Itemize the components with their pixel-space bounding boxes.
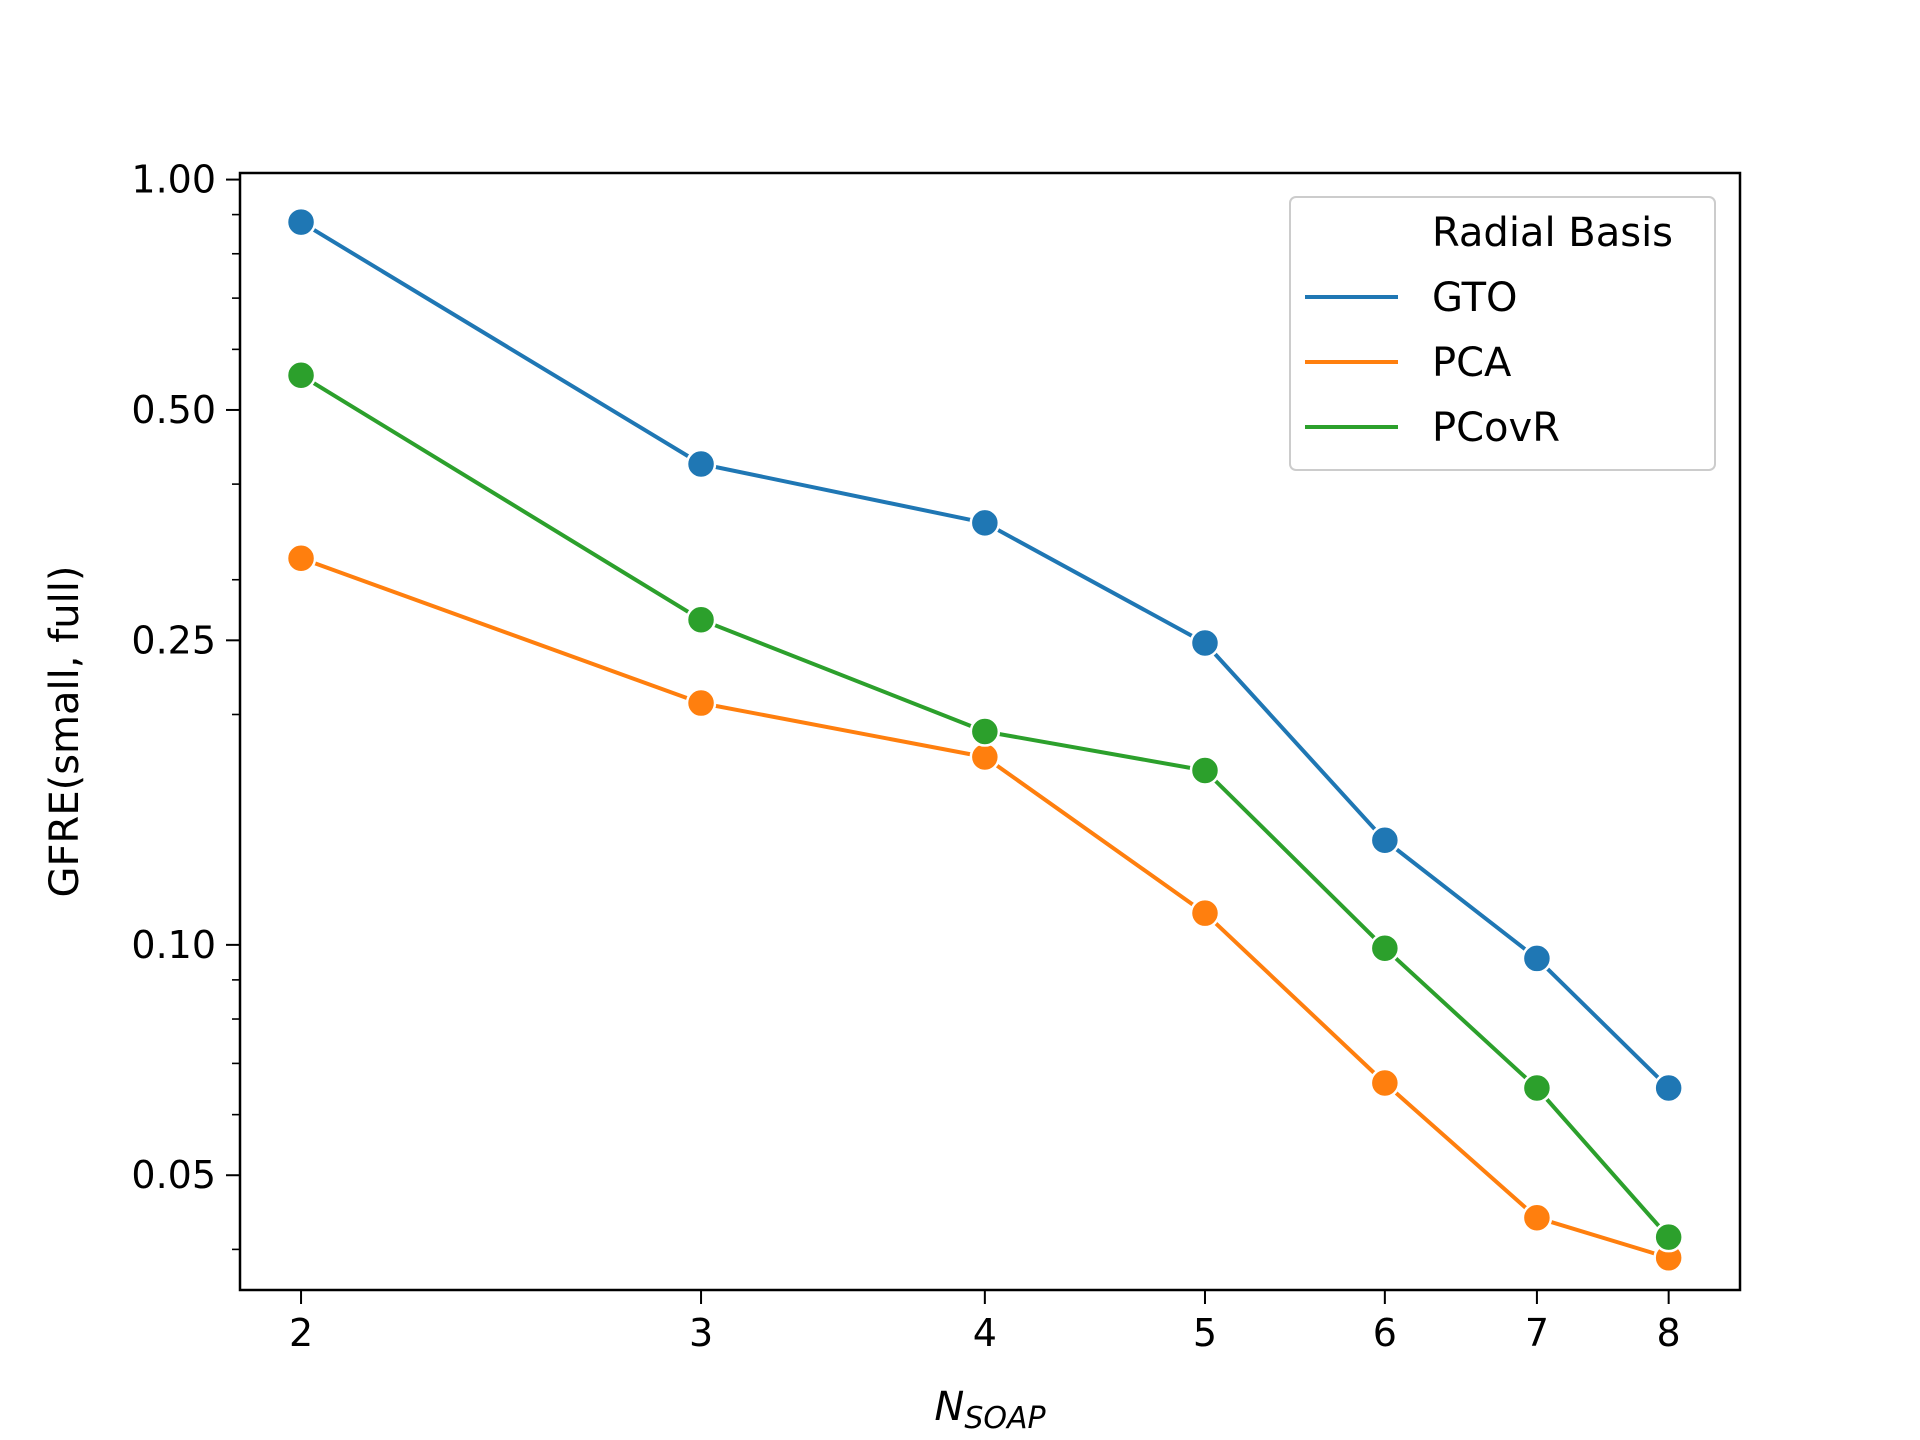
data-point-pcovr <box>285 360 317 391</box>
legend-label-gto: GTO <box>1432 275 1518 321</box>
legend: Radial Basis GTO PCA PCovR <box>1289 196 1716 471</box>
y-tick-label: 0.10 <box>131 923 216 967</box>
y-tick-label: 0.25 <box>131 618 216 662</box>
data-point-gto <box>1653 1072 1684 1104</box>
data-point-gto <box>1369 824 1401 856</box>
data-point-pcovr <box>685 604 717 635</box>
legend-label-pca: PCA <box>1432 340 1512 386</box>
x-tick-label: 5 <box>1193 1311 1217 1355</box>
x-axis-label: NSOAP <box>934 1384 1046 1436</box>
legend-items: GTO PCA PCovR <box>1305 275 1560 451</box>
axes: 2 3 4 5 6 7 8 1.00 0.50 0.25 0.10 0.05 <box>131 158 1742 1355</box>
data-point-pcovr <box>969 716 1001 747</box>
data-point-pca <box>1369 1067 1401 1099</box>
x-tick-label: 7 <box>1525 1311 1549 1355</box>
legend-title: Radial Basis <box>1432 210 1673 256</box>
data-point-gto <box>685 448 717 480</box>
legend-label-pcovr: PCovR <box>1432 405 1560 451</box>
x-tick-label: 6 <box>1373 1311 1397 1355</box>
data-point-pca <box>1521 1202 1553 1233</box>
data-point-pcovr <box>1369 932 1401 964</box>
legend-box <box>1289 196 1716 471</box>
x-tick-label: 8 <box>1657 1311 1681 1355</box>
data-point-pcovr <box>1653 1221 1684 1253</box>
y-tick-label: 0.05 <box>131 1153 216 1197</box>
y-tick-label: 0.50 <box>131 388 216 432</box>
y-tick-label: 1.00 <box>131 158 216 202</box>
data-point-gto <box>285 206 317 238</box>
data-point-gto <box>1189 627 1221 659</box>
series-line-pca <box>300 556 1670 1260</box>
axes-frame <box>238 171 1742 1292</box>
y-axis-label: GFRE(small, full) <box>42 566 88 898</box>
plot-area <box>285 206 1684 1274</box>
data-point-pca <box>285 543 317 574</box>
data-point-gto <box>969 507 1001 539</box>
x-tick-label: 4 <box>973 1311 997 1355</box>
data-point-pcovr <box>1189 755 1221 786</box>
x-tick-label: 3 <box>689 1311 713 1355</box>
data-point-pca <box>1189 897 1221 929</box>
series-line-pcovr <box>299 373 1671 1239</box>
data-point-gto <box>1521 943 1553 974</box>
x-tick-label: 2 <box>289 1311 313 1355</box>
data-point-pcovr <box>1521 1072 1553 1104</box>
data-point-pca <box>969 741 1001 773</box>
data-point-pca <box>685 687 717 719</box>
